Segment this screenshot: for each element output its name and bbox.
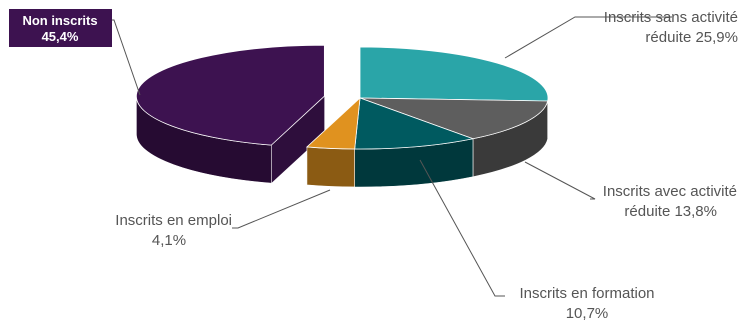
- leader-non: [112, 19, 141, 96]
- slice-avec: [359, 97, 549, 140]
- label-sans-activite: Inscrits sans activité réduite 25,9%: [604, 9, 738, 46]
- pie-layer: [135, 44, 549, 188]
- leader-emploi: [232, 189, 331, 229]
- label-formation-line2: 10,7%: [566, 305, 609, 322]
- label-avec-activite: Inscrits avec activité réduite 13,8%: [603, 183, 737, 220]
- label-emploi: Inscrits en emploi 4,1%: [115, 212, 232, 249]
- label-non-inscrits-line1: Non inscrits: [22, 13, 97, 28]
- slice-side-emploi: [306, 146, 355, 188]
- label-non-inscrits-line2: 45,4%: [42, 29, 79, 44]
- label-sans-activite-line2: réduite 25,9%: [645, 29, 738, 46]
- leader-formation: [419, 159, 505, 297]
- label-non-inscrits-box: [9, 9, 112, 47]
- label-emploi-line2: 4,1%: [152, 232, 186, 249]
- label-sans-activite-line1: Inscrits sans activité: [604, 9, 738, 26]
- slice-sans: [359, 46, 549, 102]
- label-formation-line1: Inscrits en formation: [519, 285, 654, 302]
- label-avec-activite-line2: réduite 13,8%: [624, 203, 717, 220]
- slice-cut-non-0: [271, 96, 325, 184]
- label-avec-activite-line1: Inscrits avec activité: [603, 183, 737, 200]
- label-emploi-line1: Inscrits en emploi: [115, 212, 232, 229]
- label-non-inscrits: Non inscrits 45,4%: [9, 9, 112, 47]
- leader-sans: [504, 16, 672, 59]
- leader-lines: [112, 16, 672, 297]
- slice-emploi: [305, 96, 361, 150]
- label-formation: Inscrits en formation 10,7%: [519, 285, 654, 322]
- leader-avec: [524, 161, 596, 200]
- slice-formation: [354, 97, 475, 150]
